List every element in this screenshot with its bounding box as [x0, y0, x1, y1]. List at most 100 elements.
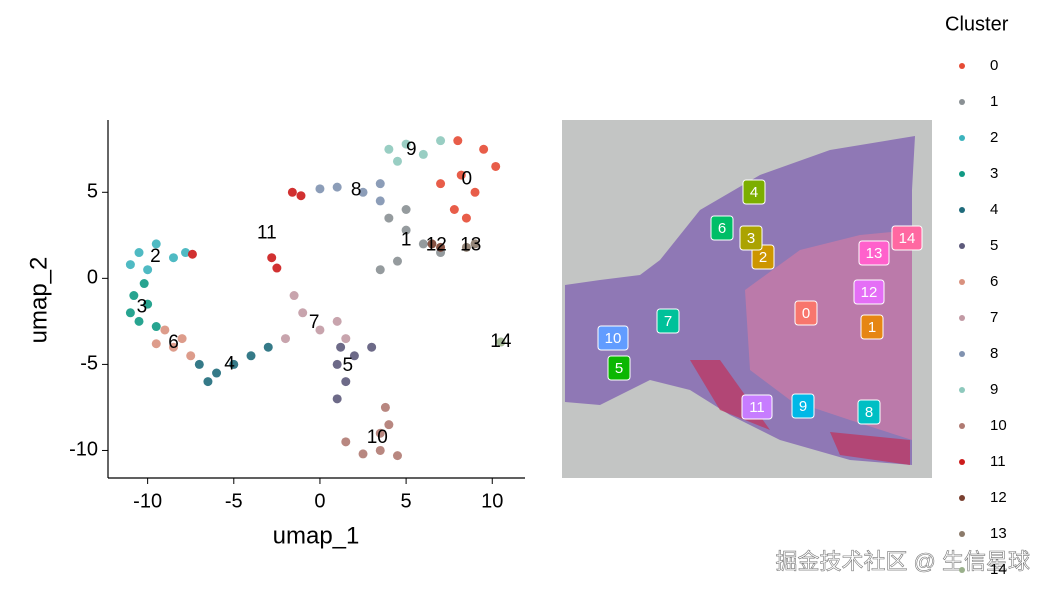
- point: [358, 449, 368, 459]
- legend-label: 13: [990, 525, 1007, 542]
- legend-label: 10: [990, 417, 1007, 434]
- spatial-label-box: [860, 314, 884, 340]
- cluster-label: 2: [150, 246, 161, 267]
- spatial-label: 7: [664, 313, 672, 330]
- cluster-label: 13: [460, 235, 481, 256]
- point: [229, 359, 239, 369]
- legend-title: Cluster: [945, 13, 1009, 35]
- point: [392, 451, 402, 461]
- legend-dot: [959, 459, 965, 465]
- legend-dot: [959, 279, 965, 285]
- point: [336, 342, 346, 352]
- spatial-label-box: [857, 399, 881, 425]
- spatial-label-box: [853, 279, 885, 305]
- legend-label: 8: [990, 345, 998, 362]
- point: [384, 420, 394, 430]
- point: [143, 299, 153, 309]
- point: [375, 196, 385, 206]
- point: [341, 437, 351, 447]
- point: [187, 249, 197, 259]
- legend-dot: [959, 243, 965, 249]
- x-tick-label: 10: [481, 490, 503, 512]
- point: [177, 334, 187, 344]
- legend-dot: [959, 135, 965, 141]
- y-tick-label: 0: [87, 267, 98, 289]
- legend-label: 7: [990, 309, 998, 326]
- x-tick-label: 5: [401, 490, 412, 512]
- point: [436, 136, 446, 146]
- spatial-label: 12: [861, 284, 878, 301]
- spatial-label: 9: [799, 398, 807, 415]
- legend-dot: [959, 531, 965, 537]
- point: [272, 263, 282, 273]
- point: [134, 248, 144, 258]
- point: [392, 256, 402, 266]
- legend-label: 5: [990, 237, 998, 254]
- x-axis-title: umap_1: [273, 522, 360, 549]
- legend-label: 1: [990, 93, 998, 110]
- point: [125, 308, 135, 318]
- point: [384, 144, 394, 154]
- spatial-label: 1: [868, 319, 876, 336]
- point: [392, 156, 402, 166]
- point: [401, 205, 411, 214]
- spatial-label-box: [656, 308, 680, 334]
- point: [427, 239, 437, 249]
- spatial-label-box: [751, 244, 775, 270]
- point: [456, 170, 466, 180]
- point: [287, 187, 297, 197]
- point: [181, 248, 191, 258]
- point: [246, 351, 256, 361]
- point: [332, 359, 342, 369]
- point: [315, 184, 325, 194]
- legend-label: 11: [990, 453, 1006, 470]
- legend-dot: [959, 495, 965, 501]
- point: [401, 225, 411, 235]
- cluster-label: 6: [168, 332, 179, 353]
- spatial-label: 0: [802, 305, 810, 322]
- cluster-label: 14: [490, 331, 512, 352]
- point: [168, 342, 178, 352]
- cluster-label: 5: [343, 355, 354, 376]
- spatial-label: 11: [749, 399, 765, 416]
- legend-label: 14: [990, 561, 1007, 578]
- legend-dot: [959, 423, 965, 429]
- y-tick-label: 5: [87, 181, 98, 203]
- point: [139, 279, 149, 289]
- cluster-label: 12: [426, 235, 447, 256]
- point: [436, 179, 446, 189]
- point: [470, 187, 480, 197]
- spatial-label-box: [741, 394, 773, 420]
- point: [418, 239, 428, 249]
- point: [380, 402, 390, 412]
- point: [496, 337, 506, 347]
- cluster-label: 7: [309, 312, 320, 333]
- spatial-label: 6: [718, 220, 726, 237]
- tissue-region: [830, 432, 910, 465]
- point: [367, 342, 377, 352]
- point: [375, 428, 385, 438]
- spatial-label-box: [597, 325, 629, 351]
- spatial-label: 14: [899, 230, 916, 247]
- point: [384, 213, 394, 223]
- legend-dot: [959, 207, 965, 213]
- spatial-label: 13: [866, 245, 883, 262]
- point: [332, 182, 342, 192]
- legend-dot: [959, 99, 965, 105]
- point: [267, 253, 277, 263]
- point: [263, 342, 273, 352]
- spatial-label: 8: [865, 404, 873, 421]
- x-tick-label: -5: [225, 490, 243, 512]
- legend-label: 0: [990, 57, 998, 74]
- spatial-label: 2: [759, 249, 767, 266]
- x-tick-label: 0: [314, 490, 325, 512]
- point: [194, 359, 204, 369]
- point: [280, 334, 290, 344]
- point: [375, 265, 385, 275]
- point: [332, 316, 342, 326]
- watermark: 掘金技术社区 @ 生信星球: [775, 549, 1030, 574]
- legend-label: 6: [990, 273, 998, 290]
- point: [298, 308, 308, 318]
- point: [332, 394, 342, 404]
